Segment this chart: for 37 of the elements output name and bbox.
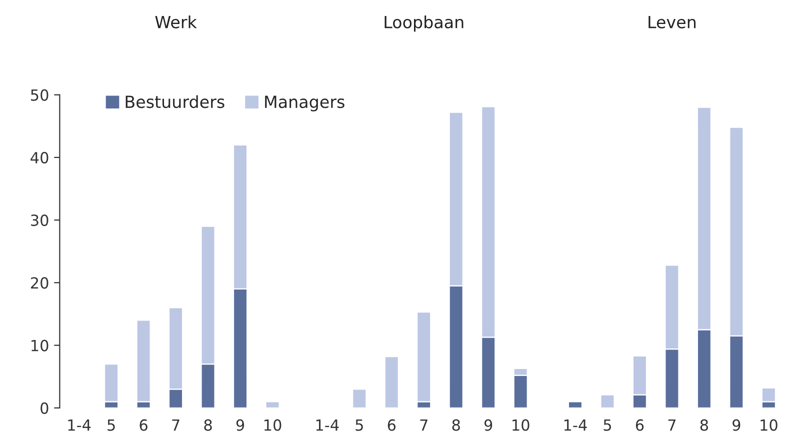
x-tick-label: 10 — [512, 419, 530, 431]
legend-label: Managers — [265, 96, 344, 112]
x-tick-label: 1-4 — [316, 420, 339, 431]
chart-title: Leven — [648, 16, 696, 28]
x-tick-label: 7 — [668, 420, 676, 431]
y-tick-label: 10 — [32, 340, 48, 352]
bar — [600, 394, 615, 408]
x-tick-label: 5 — [356, 420, 363, 431]
chart-title: Loopbaan — [384, 15, 464, 32]
x-tick-label: 9 — [236, 419, 244, 431]
y-tick-label: 30 — [31, 214, 48, 226]
x-tick-label: 5 — [108, 420, 115, 431]
x-tick-label: 6 — [388, 419, 396, 431]
y-tick-label: 40 — [30, 152, 48, 164]
x-tick-label: 5 — [604, 420, 611, 431]
y-tick-label: 0 — [40, 402, 48, 414]
bar — [352, 388, 367, 408]
x-tick-label: 10 — [264, 419, 282, 431]
x-tick-label: 8 — [700, 419, 708, 431]
x-tick-label: 8 — [204, 419, 212, 431]
x-tick-label: 7 — [172, 420, 180, 431]
x-tick-label: 9 — [484, 419, 492, 431]
x-tick-label: 1-4 — [564, 420, 587, 431]
y-tick-label: 50 — [31, 89, 48, 101]
chart-title: Werk — [155, 15, 197, 28]
x-tick-label: 10 — [760, 419, 778, 431]
x-tick-label: 1-4 — [68, 420, 91, 431]
bar — [265, 401, 280, 408]
x-tick-label: 7 — [420, 420, 428, 431]
x-tick-label: 9 — [732, 419, 740, 431]
legend-label: Bestuurders — [126, 95, 224, 108]
x-tick-label: 8 — [452, 419, 460, 431]
bar — [568, 401, 583, 408]
x-tick-label: 6 — [636, 419, 644, 431]
y-tick-label: 20 — [30, 277, 48, 289]
x-tick-label: 6 — [140, 419, 148, 431]
bar — [384, 356, 399, 408]
